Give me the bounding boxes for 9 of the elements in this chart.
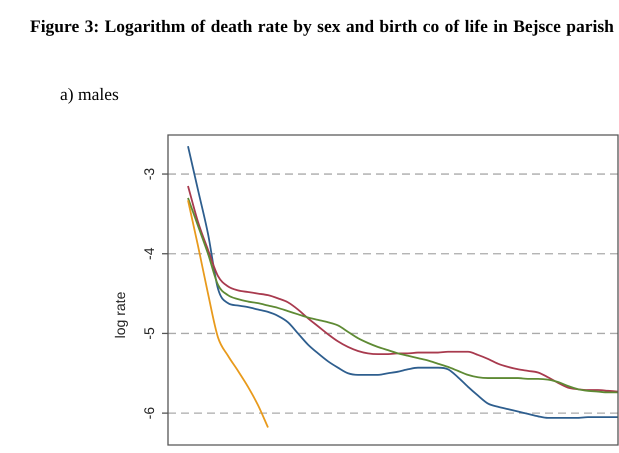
y-axis-title: log rate: [112, 291, 128, 338]
y-tick-label: -4: [140, 247, 157, 260]
chart-title: Figure 3: Logarithm of death rate by sex and birth co of life in Bejsce parish: [30, 15, 615, 38]
y-tick-label: -3: [140, 168, 157, 180]
y-tick-label: -6: [140, 406, 157, 420]
line-series: [187, 145, 619, 419]
line-series: [187, 199, 269, 428]
chart-subtitle: a) males: [60, 84, 119, 105]
y-tick-label: -5: [140, 326, 157, 340]
